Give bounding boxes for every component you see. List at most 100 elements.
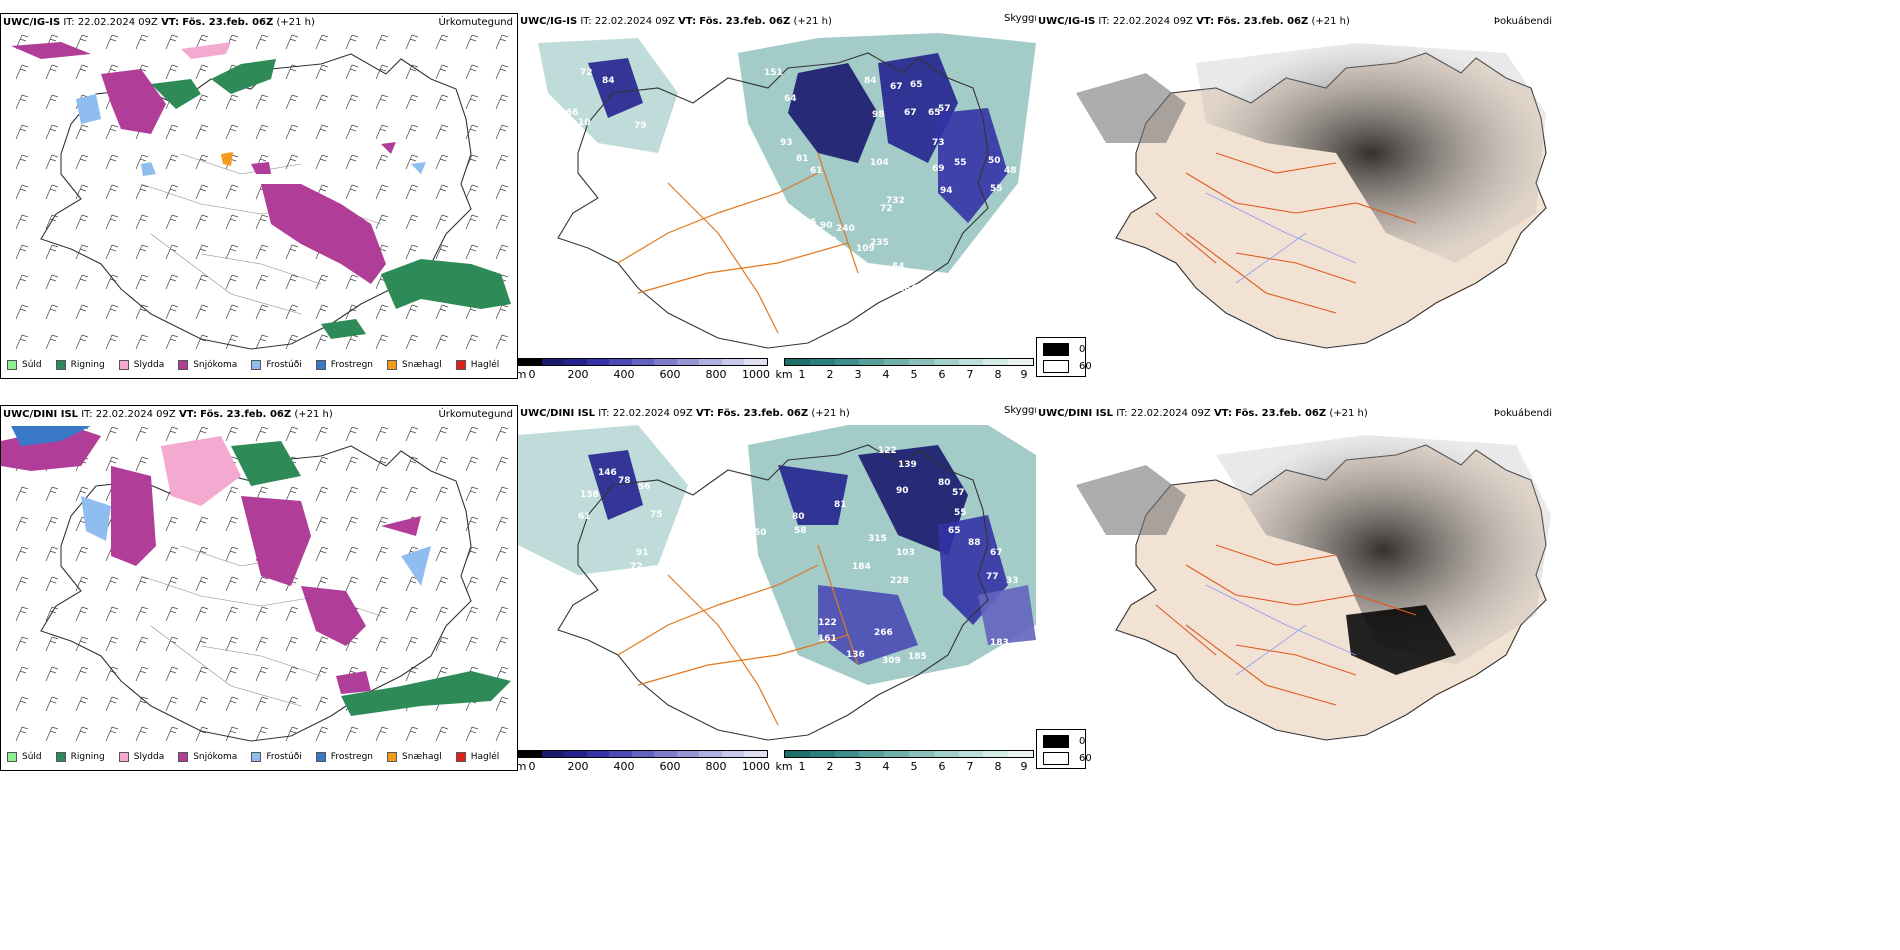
visibility-value-label: 60 xyxy=(656,583,669,593)
legend-item: Rigning xyxy=(55,360,105,370)
visibility-value-label: 75 xyxy=(650,510,663,520)
wind-barb xyxy=(405,304,419,320)
wind-barb xyxy=(75,274,89,290)
wind-barb xyxy=(195,666,209,682)
wind-barb xyxy=(15,576,29,592)
wind-barb xyxy=(45,486,59,502)
wind-barb xyxy=(225,426,239,442)
legend-item: Frostúði xyxy=(251,360,302,370)
wind-barb xyxy=(405,334,419,350)
wind-barb xyxy=(45,334,59,350)
visibility-colorbar-km xyxy=(784,750,1034,758)
wind-barb xyxy=(375,636,389,652)
visibility-value-label: 122 xyxy=(818,618,837,628)
wind-barb xyxy=(15,304,29,320)
wind-barb xyxy=(15,696,29,712)
wind-barb xyxy=(195,184,209,200)
visibility-value-label: 84 xyxy=(602,76,615,86)
wind-barb xyxy=(345,34,359,50)
wind-barb xyxy=(15,154,29,170)
legend-item: Slydda xyxy=(118,752,164,762)
wind-barb xyxy=(435,334,449,350)
wind-barb xyxy=(345,576,359,592)
wind-barb xyxy=(285,154,299,170)
panel-title: UWC/IG-IS IT: 22.02.2024 09Z VT: Fös. 23… xyxy=(3,17,315,28)
visibility-value-label: 81 xyxy=(834,500,847,510)
wind-barb xyxy=(375,546,389,562)
wind-barb xyxy=(315,456,329,472)
wind-barb xyxy=(375,304,389,320)
fog-legend: 0 60 xyxy=(1036,729,1092,769)
wind-barb xyxy=(225,184,239,200)
wind-barb xyxy=(135,304,149,320)
visibility-value-label: 103 xyxy=(896,548,915,558)
visibility-value-label: 56 xyxy=(638,482,651,492)
legend-item: Snæhagl xyxy=(387,752,442,762)
fog-swatch xyxy=(1043,343,1069,356)
legend-item: Snjókoma xyxy=(178,752,237,762)
wind-barb xyxy=(75,214,89,230)
visibility-value-label: 72 xyxy=(580,68,593,78)
visibility-value-label: 91 xyxy=(636,548,649,558)
wind-barb xyxy=(135,456,149,472)
wind-barb xyxy=(225,274,239,290)
legend-item: Snæhagl xyxy=(387,360,442,370)
precip-map xyxy=(11,34,511,350)
wind-barb xyxy=(285,486,299,502)
legend-item: Haglél xyxy=(455,752,499,762)
wind-barb xyxy=(225,334,239,350)
wind-barb xyxy=(285,606,299,622)
visibility-value-label: 146 xyxy=(598,468,617,478)
visibility-value-label: 66 xyxy=(566,108,579,118)
wind-barb xyxy=(135,214,149,230)
visibility-value-label: 72 xyxy=(630,562,643,572)
wind-barb xyxy=(165,244,179,260)
wind-barb xyxy=(495,486,509,502)
wind-barb xyxy=(135,606,149,622)
visibility-value-label: 80 xyxy=(792,512,805,522)
wind-barb xyxy=(75,726,89,742)
panel-title: UWC/DINI ISL IT: 22.02.2024 09Z VT: Fös.… xyxy=(520,408,850,419)
wind-barb xyxy=(165,214,179,230)
visibility-value-label: 64 xyxy=(784,94,797,104)
visibility-value-label: 183 xyxy=(990,638,1009,648)
wind-barb xyxy=(345,546,359,562)
fog-swatch xyxy=(1043,360,1069,373)
panel-name: Úrkomutegund xyxy=(438,17,513,28)
wind-barb xyxy=(165,154,179,170)
wind-barb xyxy=(255,94,269,110)
wind-barb xyxy=(495,696,509,712)
wind-barb xyxy=(405,576,419,592)
visibility-value-label: 54 xyxy=(892,262,905,272)
visibility-value-label: 78 xyxy=(618,476,631,486)
wind-barb xyxy=(45,696,59,712)
visibility-colorbar-m xyxy=(518,750,768,758)
wind-barb xyxy=(105,184,119,200)
wind-barb xyxy=(75,154,89,170)
wind-barb xyxy=(195,274,209,290)
wind-barb xyxy=(225,666,239,682)
wind-barb xyxy=(315,274,329,290)
wind-barb xyxy=(255,426,269,442)
wind-barb xyxy=(225,124,239,140)
visibility-value-label: 732 xyxy=(886,196,905,206)
wind-barb xyxy=(405,64,419,80)
wind-barb xyxy=(375,184,389,200)
wind-barb xyxy=(465,456,479,472)
visibility-value-label: 50 xyxy=(988,156,1001,166)
wind-barb xyxy=(315,304,329,320)
wind-barb xyxy=(495,244,509,260)
wind-barb xyxy=(225,636,239,652)
wind-barb xyxy=(255,124,269,140)
wind-barb xyxy=(195,696,209,712)
wind-barb xyxy=(45,274,59,290)
wind-barb xyxy=(405,726,419,742)
visibility-value-label: 61 xyxy=(578,512,591,522)
precip-legend: Súld Rigning Slydda Snjókoma Frostúði Fr… xyxy=(7,752,513,762)
wind-barb xyxy=(465,34,479,50)
visibility-value-label: 200 xyxy=(818,236,837,246)
fog-map xyxy=(1076,43,1547,349)
wind-barb xyxy=(75,334,89,350)
